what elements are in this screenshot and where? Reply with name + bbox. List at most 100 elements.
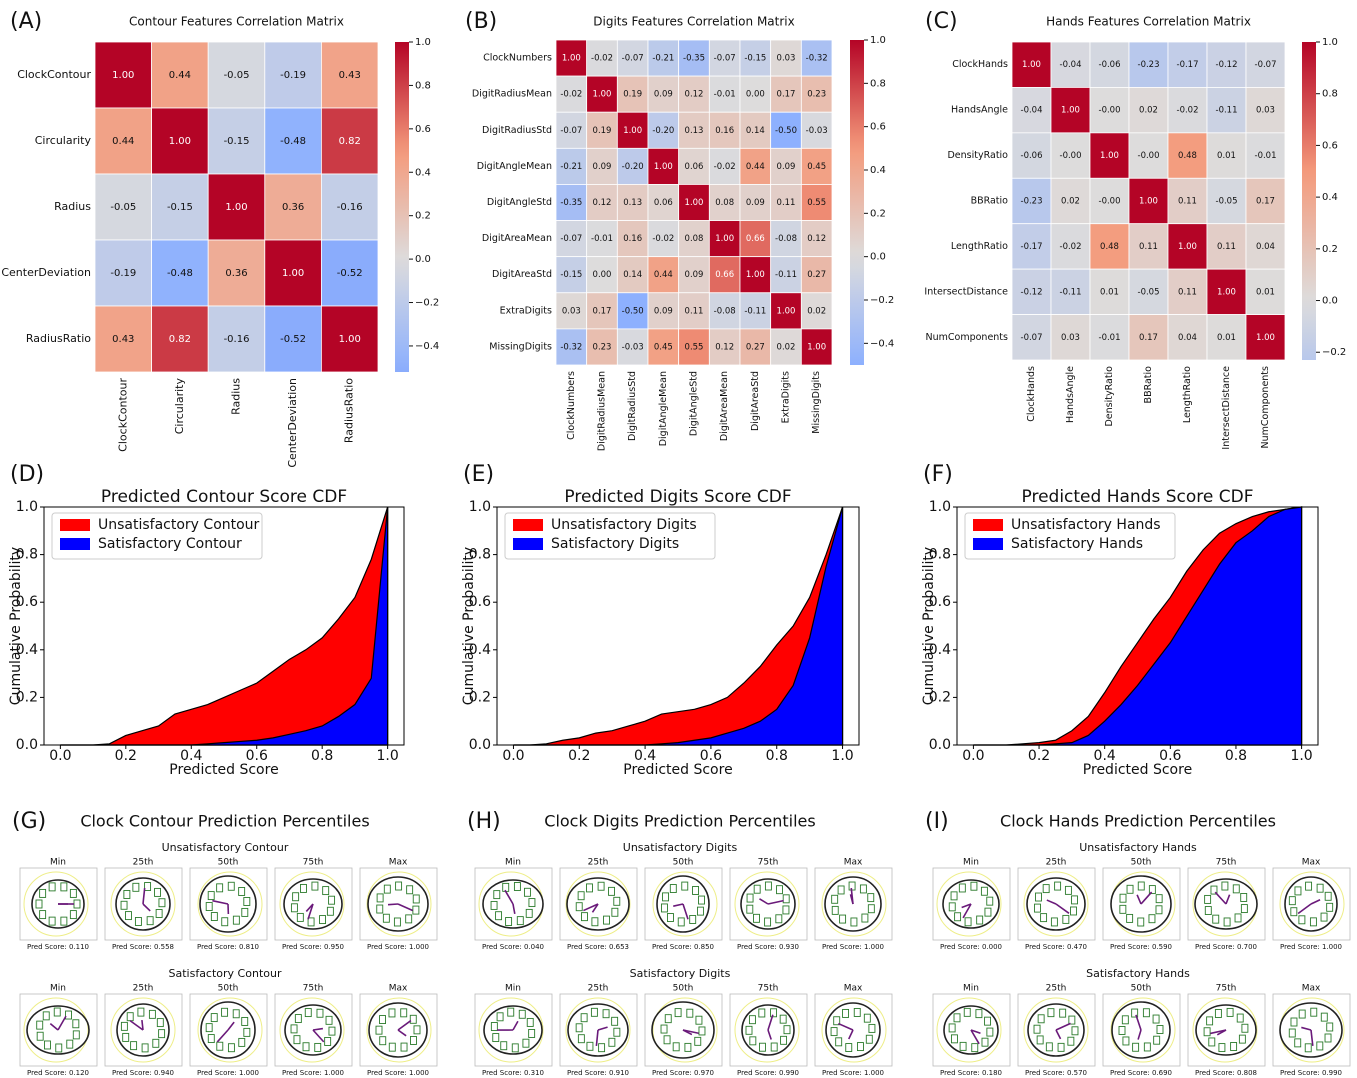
x-tick-label: 1.0 [377,748,399,764]
colorbar-tick-label: 0.0 [870,252,886,263]
cell-label: 0.03 [777,54,796,64]
column-label: Min [963,858,979,868]
cell-label: 0.27 [807,270,826,280]
cell-label: -0.07 [560,234,582,244]
cell-label: -0.07 [714,54,736,64]
cell-label: 0.11 [685,306,704,316]
y-tick-label: 1.0 [469,499,491,515]
pred-score: Pred Score: 0.570 [1025,1069,1087,1077]
clock-hand [142,1020,143,1030]
colorbar-tick-label: 0.6 [415,124,431,135]
cell-label: 0.23 [807,90,826,100]
cell-label: 0.16 [715,126,734,136]
column-label: DigitAreaStd [750,371,761,431]
colorbar-tick-label: 0.6 [870,122,886,133]
row-label: DigitAreaMean [482,233,552,244]
cell-label: 0.66 [715,270,734,280]
cell-label: 0.66 [746,234,765,244]
cell-label: -0.00 [1099,197,1121,207]
row-label: CenterDeviation [1,266,91,279]
cell-label: 1.00 [1022,60,1041,70]
panel-label: (E) [463,462,494,487]
cell-label: 0.09 [777,162,796,172]
column-label: 50th [1131,984,1152,994]
panel-label: (H) [467,809,501,834]
column-label: 50th [218,984,239,994]
row-label: LengthRatio [951,241,1008,252]
colorbar [850,40,864,365]
colorbar-tick-label: 0.8 [870,78,886,89]
cell-label: -0.19 [280,70,306,81]
pred-score: Pred Score: 0.180 [940,1069,1002,1077]
cell-label: -0.16 [337,202,363,213]
legend-label: Satisfactory Contour [98,536,242,552]
pred-score: Pred Score: 0.910 [567,1069,629,1077]
cell-label: -0.02 [1060,242,1082,252]
column-label: Max [1302,858,1321,868]
panel-title: Clock Digits Prediction Percentiles [544,812,815,831]
cell-label: -0.02 [560,90,582,100]
cell-label: -0.23 [1138,60,1160,70]
pred-score: Pred Score: 0.850 [652,943,714,951]
group-title: Unsatisfactory Contour [162,841,289,854]
column-label: 75th [758,984,779,994]
pred-score: Pred Score: 0.470 [1025,943,1087,951]
row-label: DigitAngleStd [487,197,552,208]
cell-label: -0.08 [714,306,736,316]
cell-label: 0.00 [746,90,765,100]
cell-label: 0.09 [654,306,673,316]
cell-label: 0.01 [1217,333,1236,343]
cell-label: 0.11 [1178,287,1197,297]
legend-label: Unsatisfactory Digits [551,517,697,533]
cell-label: 0.01 [1100,287,1119,297]
pred-score: Pred Score: 0.990 [737,1069,799,1077]
cell-label: -0.15 [560,270,582,280]
cell-label: 0.06 [654,198,673,208]
pred-score: Pred Score: 1.000 [197,1069,259,1077]
row-label: ClockHands [952,59,1008,70]
cell-label: -0.01 [1099,333,1121,343]
cell-label: 0.02 [777,342,796,352]
cell-label: 1.00 [1178,242,1197,252]
column-label: Min [505,984,521,994]
cell-label: 1.00 [282,268,304,279]
legend-label: Unsatisfactory Contour [98,517,260,533]
cell-label: 0.03 [562,306,581,316]
column-label: DigitAngleMean [658,371,669,446]
cell-label: 0.44 [654,270,673,280]
cell-label: -0.48 [280,136,306,147]
column-label: Circularity [173,378,186,435]
column-label: ClockNumbers [566,371,577,440]
cell-label: -0.19 [110,268,136,279]
column-label: DigitRadiusStd [627,371,638,441]
column-label: CenterDeviation [286,378,299,468]
cell-label: 0.55 [685,342,704,352]
y-tick-label: 0.0 [469,737,491,753]
column-label: HandsAngle [1065,366,1076,423]
column-label: 25th [588,984,609,994]
row-label: DensityRatio [947,150,1008,161]
x-tick-label: 0.0 [49,748,71,764]
y-tick-label: 1.0 [929,499,951,515]
panel-label: (C) [925,9,958,34]
cell-label: 0.12 [715,342,734,352]
row-label: ClockContour [17,68,91,81]
cell-label: -0.35 [560,198,582,208]
cell-label: 0.08 [685,234,704,244]
cell-label: 1.00 [807,342,826,352]
cell-label: 1.00 [593,90,612,100]
column-label: IntersectDistance [1221,366,1232,450]
column-label: Min [50,858,66,868]
colorbar-tick-label: 0.2 [1322,244,1338,255]
x-axis-label: Predicted Score [169,762,278,778]
pred-score: Pred Score: 0.700 [1195,943,1257,951]
column-label: 25th [133,984,154,994]
cell-label: 0.02 [807,306,826,316]
y-tick-label: 0.0 [16,737,38,753]
cell-label: 1.00 [169,136,191,147]
x-tick-label: 1.0 [1290,748,1312,764]
cell-label: 0.12 [807,234,826,244]
column-label: NumComponents [1260,366,1271,449]
pred-score: Pred Score: 0.120 [27,1069,89,1077]
pred-score: Pred Score: 1.000 [367,1069,429,1077]
